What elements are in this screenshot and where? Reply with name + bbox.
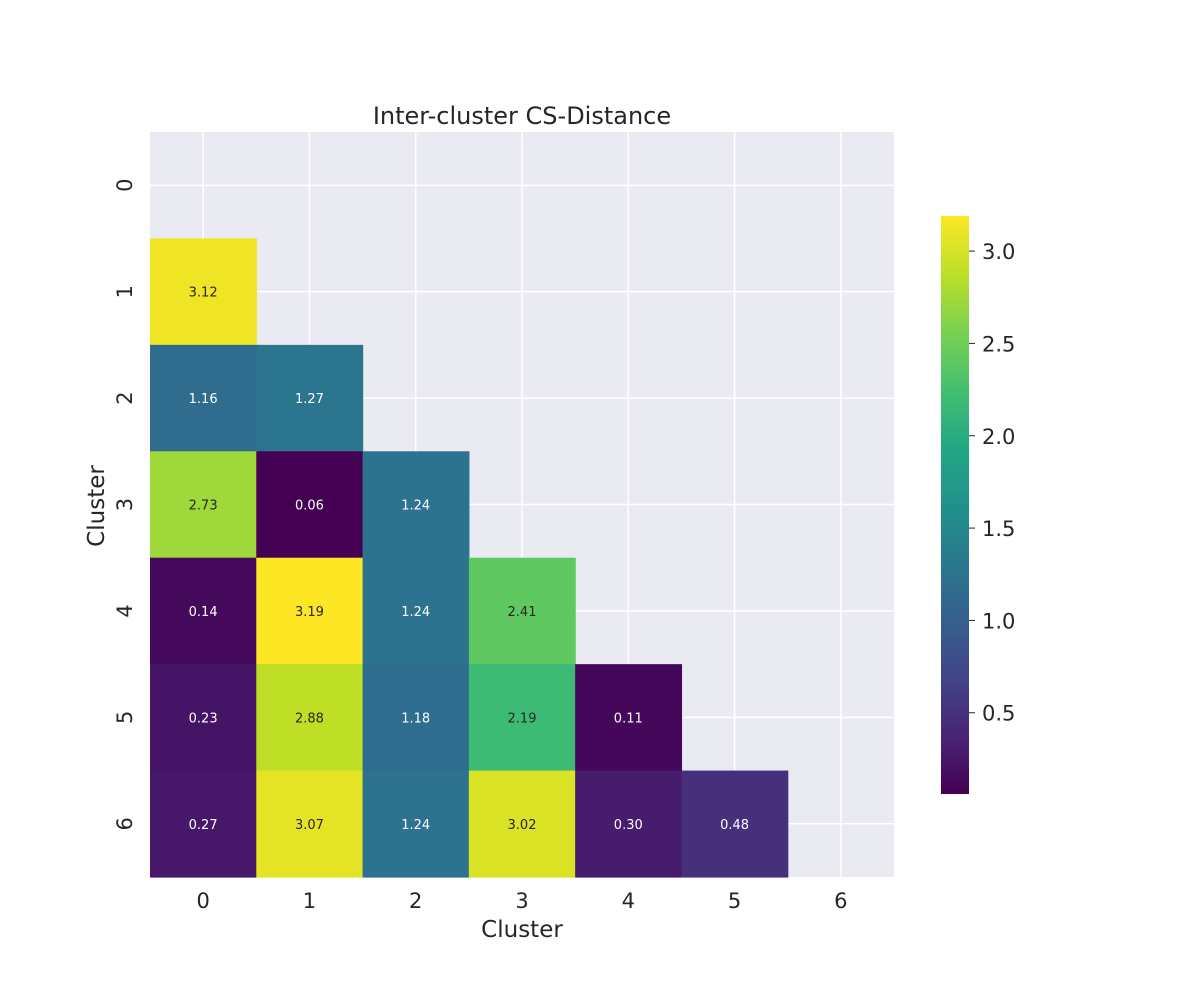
cell-value-label: 2.88 [295, 711, 324, 726]
cell-value-label: 3.07 [295, 818, 324, 833]
y-tick-label: 5 [113, 711, 137, 724]
y-axis-ticks: 0 1 2 3 4 5 6 [113, 179, 137, 831]
x-axis-label: Cluster [481, 917, 563, 943]
heatmap-cell [575, 770, 683, 878]
heatmap-cell [150, 557, 257, 665]
cell-value-label: 0.11 [614, 711, 643, 726]
colorbar-tick-label: 1.0 [982, 609, 1015, 633]
y-tick-label: 6 [113, 817, 137, 830]
colorbar-tick-label: 1.5 [982, 517, 1015, 541]
heatmap-cell [256, 557, 364, 665]
colorbar-tick-label: 2.5 [982, 332, 1015, 356]
cell-value-label: 0.06 [295, 499, 324, 514]
cell-value-label: 0.23 [189, 711, 218, 726]
cell-value-label: 3.12 [189, 286, 218, 301]
heatmap-cell [468, 557, 576, 665]
cell-value-label: 0.30 [614, 818, 643, 833]
heatmap-cell [362, 664, 470, 772]
y-tick-label: 1 [113, 285, 137, 298]
heatmap-cell [150, 664, 257, 772]
x-tick-label: 1 [303, 889, 316, 913]
cell-annotations: 3.12 1.16 1.27 2.73 0.06 1.24 0.14 3.19 1.24 2.41… [189, 286, 749, 833]
x-tick-label: 5 [728, 889, 741, 913]
heatmap-cell [575, 664, 683, 772]
y-axis-label: Cluster [84, 465, 110, 547]
heatmap-cell [256, 451, 364, 559]
cell-value-label: 2.73 [189, 499, 218, 514]
heatmap-cell [256, 664, 364, 772]
y-tick-label: 4 [113, 604, 137, 617]
colorbar-tick-label: 3.0 [982, 240, 1015, 264]
cell-value-label: 1.24 [401, 818, 430, 833]
cell-value-label: 2.19 [508, 711, 537, 726]
chart-title: Inter-cluster CS-Distance [373, 102, 671, 130]
cell-value-label: 1.24 [401, 605, 430, 620]
heatmap-cell [256, 770, 364, 878]
heatmap-cell [362, 557, 470, 665]
cell-value-label: 1.24 [401, 499, 430, 514]
colorbar-tick-label: 0.5 [982, 702, 1015, 726]
heatmap-cell [150, 451, 257, 559]
cell-value-label: 0.48 [720, 818, 749, 833]
x-tick-label: 2 [409, 889, 422, 913]
x-tick-label: 0 [196, 889, 209, 913]
x-tick-label: 3 [515, 889, 528, 913]
y-tick-label: 0 [113, 179, 137, 192]
heatmap-cell [681, 770, 789, 878]
heatmap-cell [468, 664, 576, 772]
heatmap-cell [256, 344, 364, 452]
heatmap-cell [468, 770, 576, 878]
heatmap-cell [362, 451, 470, 559]
cell-value-label: 0.27 [189, 818, 218, 833]
cell-value-label: 0.14 [189, 605, 218, 620]
colorbar-ticks: 0.5 1.0 1.5 2.0 2.5 3.0 [969, 240, 1015, 726]
y-tick-label: 2 [113, 391, 137, 404]
cell-value-label: 1.27 [295, 392, 324, 407]
colorbar-gradient [941, 216, 969, 794]
heatmap-cell [150, 770, 257, 878]
cell-value-label: 3.19 [295, 605, 324, 620]
colorbar-tick-label: 2.0 [982, 425, 1015, 449]
x-tick-label: 4 [622, 889, 635, 913]
cell-value-label: 2.41 [508, 605, 537, 620]
cell-value-label: 3.02 [508, 818, 537, 833]
colorbar: 0.5 1.0 1.5 2.0 2.5 3.0 [941, 216, 1015, 794]
y-tick-label: 3 [113, 498, 137, 511]
heatmap-cell [362, 770, 470, 878]
heatmap-cell [150, 344, 257, 452]
x-tick-label: 6 [834, 889, 847, 913]
heatmap-cell [150, 238, 257, 346]
cell-value-label: 1.18 [401, 711, 430, 726]
cell-value-label: 1.16 [189, 392, 218, 407]
heatmap-cells [150, 238, 789, 878]
x-axis-ticks: 0 1 2 3 4 5 6 [196, 889, 847, 913]
